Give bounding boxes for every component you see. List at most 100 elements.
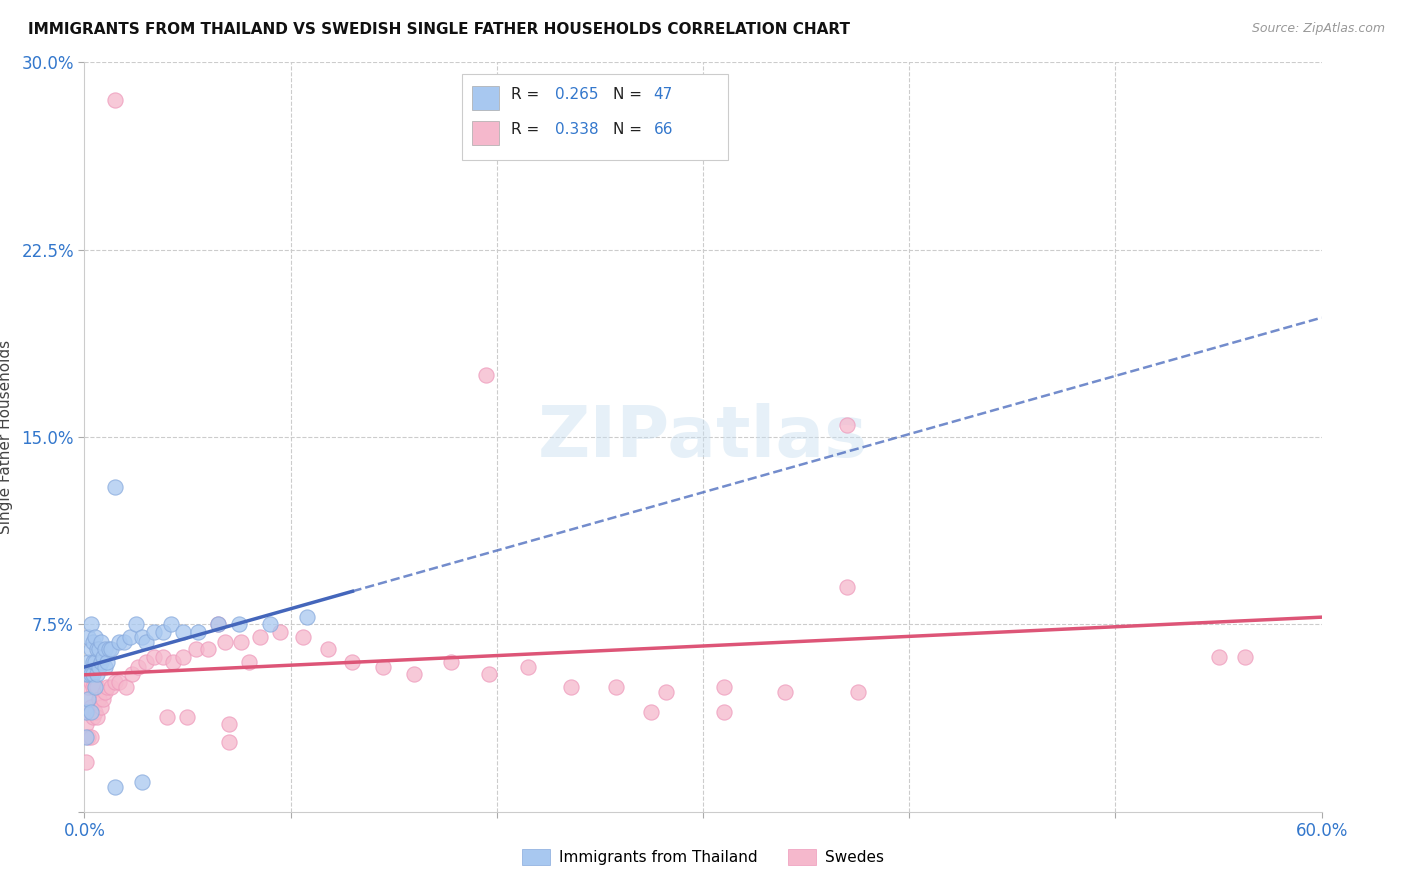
Point <box>87 642 110 657</box>
Point <box>207 617 229 632</box>
Point <box>86 680 108 694</box>
Point <box>77 730 100 744</box>
Point <box>229 635 252 649</box>
Point <box>83 655 105 669</box>
Point <box>87 660 110 674</box>
Point <box>837 417 859 432</box>
Point <box>172 649 194 664</box>
Point <box>79 642 101 657</box>
Point <box>775 685 797 699</box>
Point <box>162 655 184 669</box>
Point <box>291 630 314 644</box>
Point <box>83 680 105 694</box>
FancyBboxPatch shape <box>461 74 728 160</box>
Point <box>121 667 143 681</box>
Point <box>440 655 463 669</box>
Text: 66: 66 <box>654 122 673 137</box>
Point <box>79 674 101 689</box>
Point <box>75 705 97 719</box>
Point <box>249 630 271 644</box>
Point <box>259 617 281 632</box>
Point <box>94 642 117 657</box>
Point <box>404 667 426 681</box>
Text: 0.265: 0.265 <box>554 87 598 103</box>
Point <box>82 710 104 724</box>
Point <box>77 705 100 719</box>
Point <box>77 680 100 694</box>
Legend: Immigrants from Thailand, Swedes: Immigrants from Thailand, Swedes <box>516 843 890 871</box>
Point <box>82 635 104 649</box>
Point <box>108 635 131 649</box>
Point <box>114 680 136 694</box>
Text: N =: N = <box>613 122 647 137</box>
Point <box>91 649 114 664</box>
Point <box>131 630 153 644</box>
Point <box>94 685 117 699</box>
Point <box>83 630 105 644</box>
Point <box>77 655 100 669</box>
Point <box>228 617 250 632</box>
Text: IMMIGRANTS FROM THAILAND VS SWEDISH SINGLE FATHER HOUSEHOLDS CORRELATION CHART: IMMIGRANTS FROM THAILAND VS SWEDISH SING… <box>28 22 851 37</box>
Point <box>218 735 240 749</box>
Point <box>187 624 209 639</box>
Point <box>91 692 114 706</box>
Point <box>184 642 207 657</box>
Text: N =: N = <box>613 87 647 103</box>
Point <box>837 580 859 594</box>
Point <box>112 635 135 649</box>
Y-axis label: Single Father Households: Single Father Households <box>0 340 13 534</box>
Text: 0.338: 0.338 <box>554 122 598 137</box>
Point <box>214 635 236 649</box>
Point <box>94 660 117 674</box>
Point <box>197 642 219 657</box>
Point <box>82 655 104 669</box>
Point <box>713 680 735 694</box>
Point <box>104 480 127 494</box>
Text: R =: R = <box>512 87 544 103</box>
Point <box>82 680 104 694</box>
Point <box>269 624 291 639</box>
FancyBboxPatch shape <box>471 86 499 110</box>
Point <box>90 699 112 714</box>
Point <box>79 730 101 744</box>
Point <box>655 685 678 699</box>
Point <box>218 717 240 731</box>
Point <box>77 692 100 706</box>
Point <box>160 617 183 632</box>
Point <box>477 667 499 681</box>
Point <box>108 674 131 689</box>
Point <box>373 660 395 674</box>
Point <box>79 667 101 681</box>
Point <box>135 635 157 649</box>
Point <box>98 642 121 657</box>
Point <box>90 635 112 649</box>
Point <box>79 617 101 632</box>
Point <box>846 685 869 699</box>
Point <box>118 630 141 644</box>
Point <box>86 642 108 657</box>
Point <box>560 680 582 694</box>
Point <box>86 667 108 681</box>
Point <box>75 667 97 681</box>
Point <box>640 705 662 719</box>
Point <box>713 705 735 719</box>
FancyBboxPatch shape <box>471 121 499 145</box>
Point <box>605 680 627 694</box>
Text: Source: ZipAtlas.com: Source: ZipAtlas.com <box>1251 22 1385 36</box>
Point <box>75 717 97 731</box>
Point <box>295 610 318 624</box>
Point <box>75 692 97 706</box>
Text: R =: R = <box>512 122 544 137</box>
Point <box>143 624 166 639</box>
Point <box>77 630 100 644</box>
Point <box>152 649 174 664</box>
Point <box>83 705 105 719</box>
Point <box>152 624 174 639</box>
Point <box>77 667 100 681</box>
Point <box>79 699 101 714</box>
Point <box>104 780 127 794</box>
Point <box>516 660 538 674</box>
Point <box>100 642 122 657</box>
Text: 47: 47 <box>654 87 672 103</box>
Text: ZIPatlas: ZIPatlas <box>538 402 868 472</box>
